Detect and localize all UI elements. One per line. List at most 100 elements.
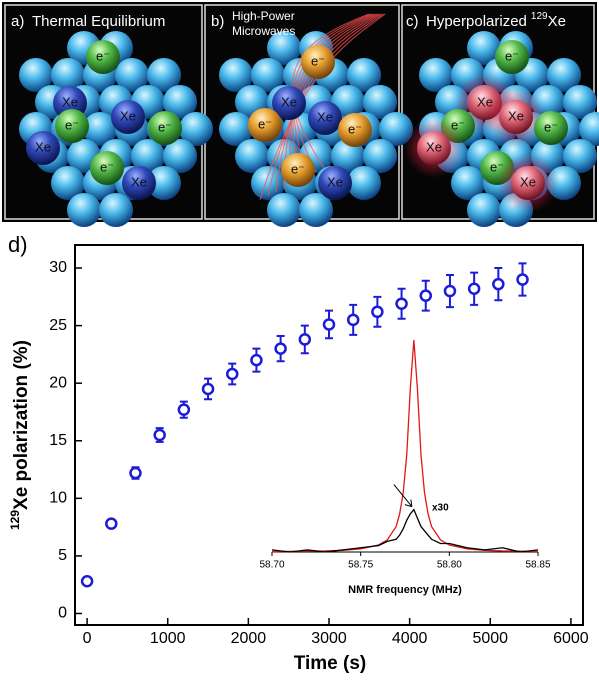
sphere-label: Xe — [120, 108, 136, 123]
y-tick-label: 15 — [49, 432, 67, 449]
sphere-label: e⁻ — [291, 161, 305, 176]
sphere — [148, 111, 182, 145]
sphere-label: e⁻ — [490, 159, 504, 174]
panel-title: Microwaves — [232, 24, 295, 38]
sphere — [511, 166, 545, 200]
x-tick-label: 4000 — [392, 630, 428, 647]
sphere-label: e⁻ — [100, 159, 114, 174]
sphere — [299, 193, 333, 227]
sphere — [563, 85, 597, 119]
x-axis-label: Time (s) — [294, 653, 367, 674]
sphere — [308, 101, 342, 135]
panel-title: Hyperpolarized 129Xe — [426, 11, 566, 30]
sphere-label: e⁻ — [348, 121, 362, 136]
sphere — [272, 86, 306, 120]
sphere — [281, 153, 315, 187]
sphere — [51, 58, 85, 92]
illustrations: e⁻ Xe Xe e⁻ e⁻ Xe e⁻ Xe Xe e⁻ Xe e⁻ e⁻ e⁻ Xe e⁻ Xe Xe e⁻ Xe… — [19, 13, 599, 227]
sphere — [379, 112, 413, 146]
panel-label: a) — [11, 13, 24, 30]
sphere — [331, 139, 365, 173]
sphere — [131, 139, 165, 173]
y-tick-label: 25 — [49, 317, 67, 334]
title-end: Xe — [548, 13, 566, 30]
sphere — [267, 31, 301, 65]
sphere — [219, 112, 253, 146]
y-label-sup: 129 — [8, 510, 22, 530]
x-tick-label: 2000 — [231, 630, 267, 647]
sphere — [347, 166, 381, 200]
x-tick-label: 5000 — [472, 630, 508, 647]
microwave-beam — [291, 13, 370, 169]
y-tick-label: 20 — [49, 374, 67, 391]
sphere — [301, 45, 335, 79]
data-point — [80, 574, 94, 588]
sphere — [251, 58, 285, 92]
sphere — [363, 85, 397, 119]
x-tick-label: 1000 — [150, 630, 186, 647]
sphere-label: Xe — [508, 108, 524, 123]
sphere — [163, 139, 197, 173]
inset-x-label: NMR frequency (MHz) — [348, 584, 462, 596]
sphere — [86, 40, 120, 74]
sphere-label: e⁻ — [96, 48, 110, 63]
data-point — [467, 282, 481, 296]
sphere-label: Xe — [317, 109, 333, 124]
sphere — [19, 58, 53, 92]
y-tick-label: 5 — [58, 547, 67, 564]
sphere — [451, 166, 485, 200]
y-label-text: Xe polarization (%) — [11, 340, 32, 510]
sphere — [534, 111, 568, 145]
sphere — [363, 139, 397, 173]
sphere — [111, 100, 145, 134]
sphere — [147, 58, 181, 92]
sphere — [55, 109, 89, 143]
data-point — [516, 273, 529, 286]
panel-titles: a) Thermal Equilibrium b) High-Power Mic… — [11, 9, 566, 38]
sphere — [122, 166, 156, 200]
sphere — [26, 131, 60, 165]
sphere — [115, 58, 149, 92]
sphere — [90, 151, 124, 185]
sphere-label: e⁻ — [505, 48, 519, 63]
sphere — [467, 31, 501, 65]
sphere — [219, 58, 253, 92]
y-axis-label: 129Xe polarization (%) — [8, 340, 32, 530]
inset-x-tick-label: 58.85 — [525, 560, 550, 571]
inset-line — [271, 339, 539, 553]
panel-label: d) — [8, 232, 28, 257]
data-point — [129, 466, 142, 480]
data-point — [371, 305, 384, 319]
data-point — [153, 428, 166, 442]
sphere — [419, 58, 453, 92]
sphere-label: Xe — [62, 94, 78, 109]
sphere-label: e⁻ — [311, 53, 325, 68]
data-point — [177, 403, 191, 416]
sphere — [67, 193, 101, 227]
data-point — [443, 284, 457, 298]
sphere — [235, 139, 269, 173]
sphere-label: Xe — [426, 139, 442, 154]
x-tick-label: 0 — [83, 630, 92, 647]
y-tick-label: 30 — [49, 259, 67, 276]
sphere-label: Xe — [327, 174, 343, 189]
data-point — [105, 517, 118, 530]
panel-label: c) — [406, 13, 419, 30]
sphere — [579, 112, 599, 146]
data-point — [419, 289, 433, 302]
plot: 0 1000 2000 3000 4000 5000 6000 0 5 10 15 20 25 30 58.… — [49, 259, 589, 647]
inset-x-tick-label: 58.70 — [259, 560, 284, 571]
inset-x-tick-label: 58.75 — [348, 560, 373, 571]
sphere-label: Xe — [281, 94, 297, 109]
plot-frame — [74, 244, 584, 626]
data-point — [274, 342, 287, 355]
y-tick-label: 0 — [58, 605, 67, 622]
data-point — [201, 382, 215, 396]
sphere — [347, 58, 381, 92]
microwave-beam — [292, 13, 372, 173]
annotation: x30 — [432, 503, 449, 514]
sphere-label: e⁻ — [544, 119, 558, 134]
sphere — [51, 166, 85, 200]
data-point — [395, 297, 408, 310]
sphere — [163, 85, 197, 119]
